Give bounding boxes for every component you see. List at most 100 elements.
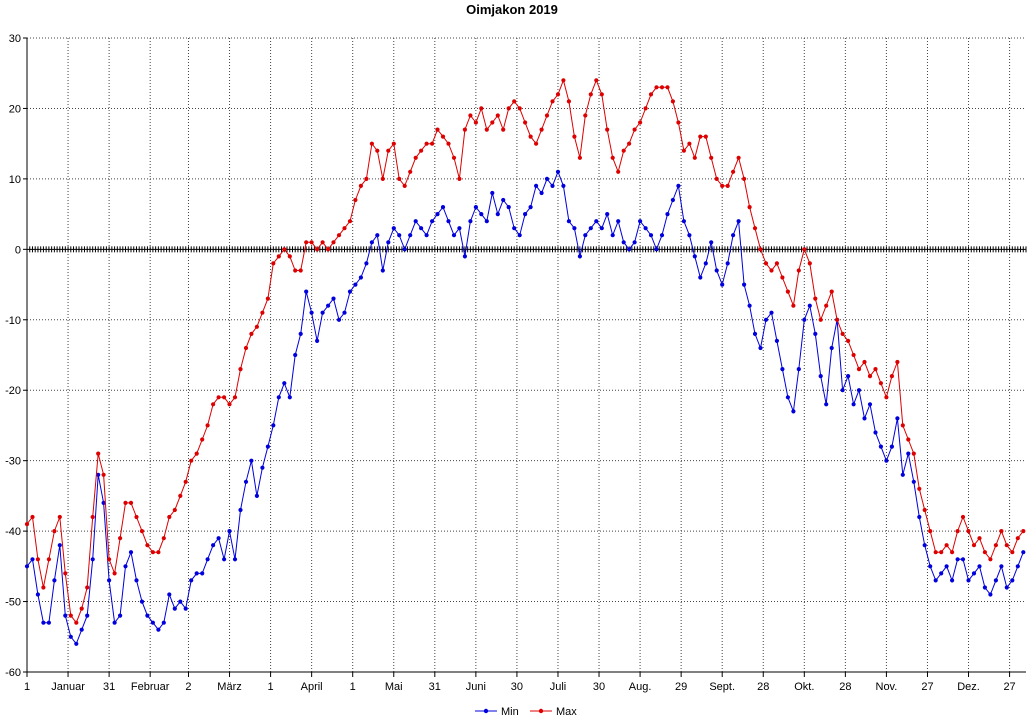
data-point-max — [495, 113, 500, 118]
data-point-max — [544, 113, 550, 118]
data-point-max — [506, 106, 511, 111]
data-point-max — [594, 78, 599, 83]
data-point-min — [577, 254, 583, 259]
data-point-max — [725, 183, 730, 188]
data-point-max — [183, 479, 188, 484]
data-point-max — [112, 571, 117, 576]
data-point-max — [358, 183, 363, 188]
data-point-min — [813, 331, 818, 336]
data-point-max — [402, 183, 407, 188]
y-tick-label: 20 — [9, 103, 21, 115]
data-point-min — [24, 564, 30, 569]
data-point-min — [851, 402, 856, 407]
data-point-min — [610, 233, 615, 238]
data-point-min — [74, 641, 79, 646]
data-point-min — [928, 564, 933, 569]
data-point-min — [763, 317, 769, 322]
legend-item-max: Max — [530, 706, 577, 718]
x-tick-label: 29 — [675, 681, 687, 693]
x-tick-label: 27 — [1003, 681, 1015, 693]
data-point-min — [473, 205, 478, 210]
data-point-min — [627, 247, 632, 252]
data-point-min — [867, 402, 873, 407]
data-point-max — [917, 486, 922, 491]
data-point-min — [638, 219, 643, 224]
data-point-min — [714, 268, 719, 273]
data-point-min — [79, 627, 84, 632]
data-point-min — [846, 374, 851, 379]
data-point-min — [194, 571, 199, 576]
data-point-min — [462, 254, 467, 259]
data-point-min — [342, 310, 347, 315]
data-point-min — [506, 205, 511, 210]
data-point-min — [211, 543, 216, 548]
data-point-max — [128, 500, 134, 505]
data-point-max — [320, 240, 325, 245]
data-point-max — [681, 148, 687, 153]
data-point-min — [320, 310, 325, 315]
data-point-max — [298, 268, 303, 273]
data-point-max — [167, 514, 172, 520]
data-point-max — [648, 92, 654, 97]
data-point-min — [977, 564, 982, 569]
x-tick-label: 30 — [511, 681, 523, 693]
data-point-max — [96, 451, 101, 456]
x-tick-label: 1 — [24, 681, 30, 693]
data-point-min — [347, 289, 353, 294]
data-point-max — [900, 423, 905, 428]
data-point-max — [829, 289, 834, 294]
data-point-max — [479, 106, 484, 111]
data-point-min — [539, 190, 544, 196]
data-point-max — [331, 240, 336, 245]
x-tick-label: 28 — [757, 681, 769, 693]
data-point-min — [484, 219, 489, 224]
data-point-max — [309, 240, 314, 245]
data-point-min — [840, 388, 845, 393]
data-point-max — [851, 352, 856, 358]
data-point-min — [594, 219, 599, 224]
data-point-min — [172, 606, 177, 611]
data-point-max — [200, 437, 205, 442]
data-point-max — [90, 514, 95, 520]
data-point-min — [397, 233, 402, 238]
grid — [26, 37, 1026, 673]
data-point-min — [752, 331, 758, 336]
data-point-min — [807, 303, 812, 308]
data-point-min — [769, 310, 774, 315]
data-point-min — [85, 613, 90, 618]
data-point-min — [282, 381, 287, 386]
data-point-min — [725, 261, 730, 266]
data-point-min — [90, 557, 95, 562]
data-point-min — [238, 507, 243, 513]
data-point-max — [621, 148, 626, 153]
data-point-min — [933, 578, 938, 583]
data-point-max — [440, 134, 446, 139]
data-point-min — [818, 374, 823, 379]
x-tick-label: Januar — [51, 681, 85, 693]
data-point-max — [254, 324, 259, 329]
y-tick-label: 0 — [15, 244, 21, 256]
data-point-min — [944, 564, 949, 569]
data-point-max — [347, 219, 353, 224]
x-tick-label: 28 — [839, 681, 851, 693]
data-point-max — [172, 507, 177, 513]
data-point-min — [161, 620, 166, 625]
data-point-max — [550, 99, 555, 104]
data-point-min — [358, 275, 363, 280]
data-point-min — [276, 395, 281, 400]
series-line-min — [26, 170, 1024, 645]
data-point-min — [599, 226, 604, 231]
data-point-max — [566, 99, 572, 104]
data-point-max — [63, 571, 68, 576]
data-point-min — [331, 296, 336, 301]
data-point-max — [791, 303, 796, 308]
data-point-min — [681, 219, 687, 224]
data-point-max — [413, 155, 418, 160]
axes — [23, 37, 1027, 677]
data-point-max — [336, 233, 342, 238]
data-point-min — [364, 261, 369, 266]
legend-item-min: Min — [475, 706, 519, 718]
data-point-min — [260, 465, 265, 470]
data-point-min — [249, 458, 254, 463]
